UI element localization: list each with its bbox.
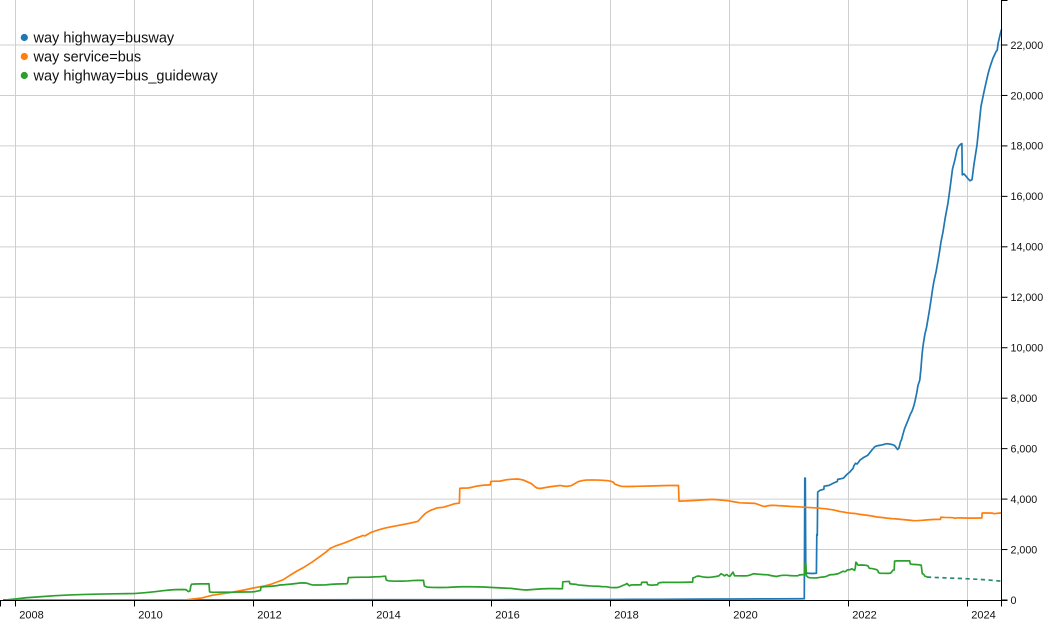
svg-text:16,000: 16,000 — [1011, 191, 1044, 203]
svg-text:10,000: 10,000 — [1011, 343, 1044, 355]
svg-text:6,000: 6,000 — [1011, 443, 1038, 455]
svg-text:way highway=busway: way highway=busway — [33, 31, 175, 47]
svg-text:2014: 2014 — [376, 610, 400, 621]
svg-text:2,000: 2,000 — [1011, 544, 1038, 556]
svg-text:2018: 2018 — [614, 610, 638, 621]
svg-text:8,000: 8,000 — [1011, 393, 1038, 405]
svg-text:2008: 2008 — [19, 610, 43, 621]
svg-text:2020: 2020 — [733, 610, 757, 621]
svg-text:2010: 2010 — [138, 610, 162, 621]
svg-text:22,000: 22,000 — [1011, 40, 1044, 52]
svg-text:way highway=bus_guideway: way highway=bus_guideway — [33, 69, 219, 85]
svg-text:2022: 2022 — [852, 610, 876, 621]
svg-text:14,000: 14,000 — [1011, 242, 1044, 254]
svg-text:2016: 2016 — [495, 610, 519, 621]
svg-text:2024: 2024 — [971, 610, 995, 621]
svg-text:0: 0 — [1011, 595, 1017, 607]
svg-text:4,000: 4,000 — [1011, 494, 1038, 506]
svg-text:18,000: 18,000 — [1011, 141, 1044, 153]
svg-text:2012: 2012 — [257, 610, 281, 621]
svg-text:12,000: 12,000 — [1011, 292, 1044, 304]
svg-text:20,000: 20,000 — [1011, 90, 1044, 102]
svg-text:way service=bus: way service=bus — [33, 50, 142, 66]
